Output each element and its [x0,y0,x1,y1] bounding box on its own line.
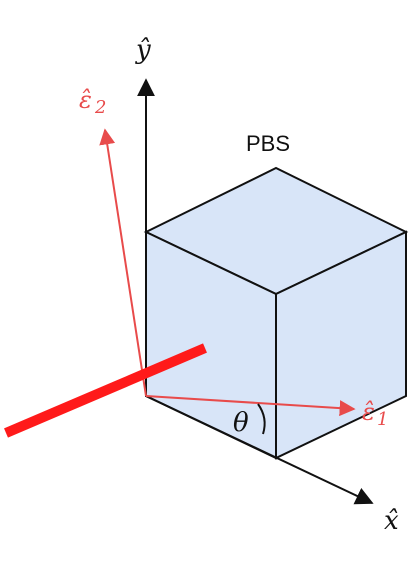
theta-arc [257,403,266,435]
e2-symbol: ε̂ [79,86,92,114]
e1-subscript: 1 [377,409,388,430]
e2-vector [99,128,147,397]
e1-label: ε̂ 1 [362,398,388,430]
theta-label: θ [233,408,249,438]
e2-subscript: 2 [94,97,106,118]
laser-beam [4,343,207,438]
e2-label: ε̂ 2 [79,86,106,118]
x-axis [145,395,374,505]
pbs-cube [143,166,409,460]
e1-vector [145,395,356,417]
y-axis-label: ŷ [135,35,151,65]
x-axis-label: x̂ [384,506,399,536]
pbs-label: PBS [246,131,290,156]
e1-symbol: ε̂ [362,398,375,426]
